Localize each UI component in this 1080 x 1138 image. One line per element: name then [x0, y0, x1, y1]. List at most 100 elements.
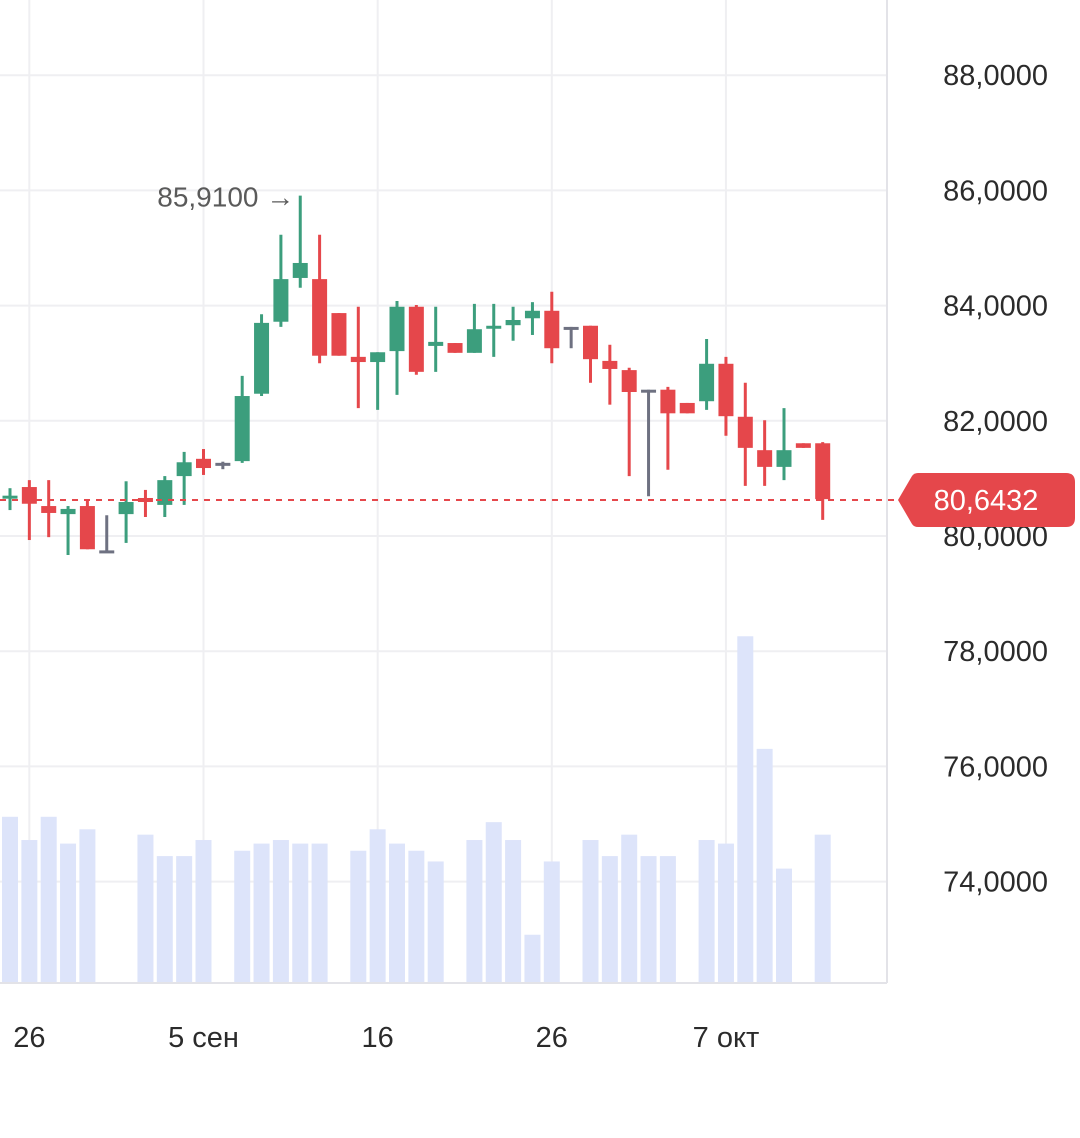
volume-bar — [195, 840, 212, 983]
date-tick-label: 26 — [13, 1022, 45, 1054]
candle-body — [815, 443, 831, 500]
price-tick-label: 76,0000 — [943, 751, 1048, 783]
candle-body — [486, 325, 502, 329]
price-tick-label: 84,0000 — [943, 291, 1048, 323]
candle-body — [563, 326, 579, 330]
volume-bar — [659, 856, 676, 983]
candle — [215, 461, 231, 470]
volume-bar — [176, 856, 193, 983]
candle-body — [215, 462, 231, 466]
date-tick-label: 16 — [362, 1022, 394, 1054]
volume-bar — [60, 843, 77, 983]
candle — [524, 302, 540, 335]
candle — [757, 420, 773, 486]
current-price-badge: 80,6432 — [898, 472, 1075, 527]
candle — [331, 313, 347, 356]
volume-bar — [311, 843, 328, 983]
volume-bar — [427, 861, 444, 983]
candle — [234, 375, 250, 463]
volume-bar — [234, 850, 251, 983]
candle-body — [157, 480, 173, 505]
candle — [583, 325, 598, 383]
candle-body — [60, 508, 76, 515]
price-tick-label: 82,0000 — [943, 406, 1048, 438]
candle — [389, 300, 405, 395]
volume-bar — [698, 840, 715, 983]
candle-body — [118, 502, 134, 515]
candle-body — [312, 279, 328, 356]
candle — [679, 402, 695, 414]
candle-body — [718, 363, 734, 417]
candle — [118, 481, 134, 543]
candle-body — [699, 363, 715, 402]
volume-bar — [350, 850, 367, 983]
candle-body — [583, 325, 598, 360]
candle-body — [737, 416, 753, 448]
candle — [776, 408, 792, 481]
candle — [196, 449, 211, 475]
volume-bar — [21, 840, 38, 983]
candle-body — [254, 322, 270, 394]
volume-bar — [292, 843, 309, 983]
volume-bar — [601, 856, 618, 983]
candle-body — [350, 356, 366, 363]
candle-body — [273, 279, 289, 322]
price-axis: 88,000086,000084,000082,000080,000078,00… — [943, 60, 1048, 898]
candle — [99, 515, 115, 554]
volume-bar — [756, 748, 773, 983]
candle — [41, 480, 57, 538]
candle-body — [602, 360, 618, 369]
date-axis: 26 5 сен 16 26 7 окт — [13, 1022, 759, 1054]
candle-body — [428, 341, 444, 346]
volume-bar — [156, 856, 173, 983]
candle-body — [776, 450, 792, 467]
candle — [486, 303, 502, 357]
candle-body — [389, 306, 405, 352]
candle — [737, 382, 753, 486]
current-price-label: 80,6432 — [934, 485, 1039, 517]
volume-bar — [137, 834, 154, 983]
candle-body — [524, 310, 540, 319]
volume-bars — [2, 636, 831, 983]
candle-body — [466, 329, 482, 353]
volume-bar — [272, 840, 289, 983]
candle — [815, 442, 831, 520]
candle — [544, 291, 560, 364]
candle-body — [544, 310, 560, 349]
candle-body — [331, 313, 347, 356]
candle — [795, 443, 811, 448]
date-tick-label: 5 сен — [168, 1022, 239, 1054]
volume-bar — [389, 843, 405, 983]
volume-bar — [2, 816, 18, 983]
price-tick-label: 78,0000 — [943, 636, 1048, 668]
candle — [621, 367, 637, 477]
candle-body — [234, 396, 250, 462]
volume-bar — [253, 843, 270, 983]
volume-bar — [79, 829, 96, 983]
candle — [21, 480, 37, 541]
volume-bar — [524, 934, 541, 983]
candle — [718, 356, 734, 436]
date-tick-label: 26 — [536, 1022, 568, 1054]
volume-bar — [737, 636, 754, 983]
candle — [292, 195, 308, 288]
candle — [641, 389, 657, 497]
candle — [428, 306, 444, 372]
candle-body — [757, 450, 773, 467]
volume-bar — [505, 840, 522, 983]
volume-bar — [466, 840, 483, 983]
candle — [602, 344, 618, 405]
volume-bar — [640, 856, 657, 983]
candle — [254, 314, 270, 397]
candle — [563, 326, 579, 349]
candle — [408, 305, 424, 375]
price-tick-label: 88,0000 — [943, 60, 1048, 92]
grid — [0, 0, 887, 983]
candle-body — [370, 352, 386, 363]
candle — [176, 451, 192, 505]
volume-bar — [717, 843, 734, 983]
candle-body — [176, 462, 192, 477]
candles — [2, 195, 831, 556]
candle-body — [660, 389, 676, 414]
